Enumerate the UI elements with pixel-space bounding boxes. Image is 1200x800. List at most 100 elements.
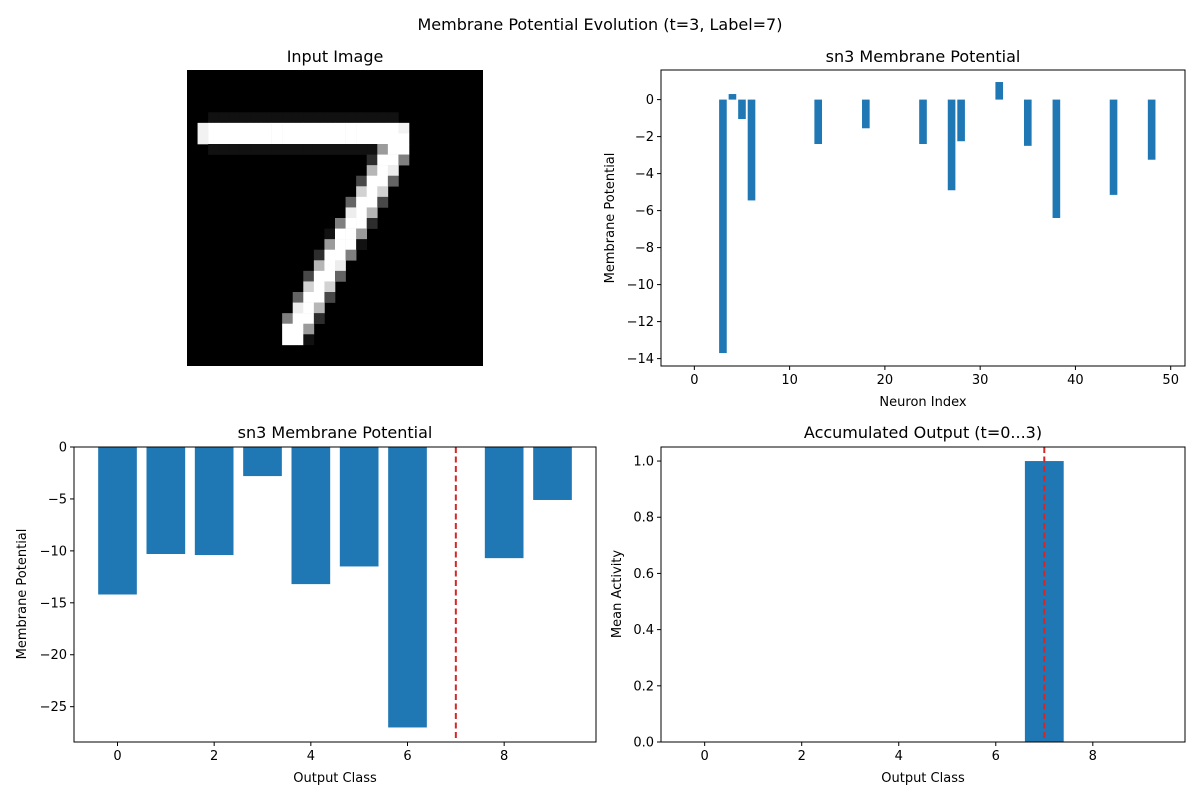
y-tick-label: 1.0 — [633, 455, 654, 470]
image-pixel — [208, 133, 220, 145]
image-pixel — [250, 133, 262, 145]
figure-suptitle: Membrane Potential Evolution (t=3, Label… — [418, 15, 783, 34]
y-tick-label: −6 — [635, 204, 654, 219]
image-pixel — [398, 133, 410, 145]
image-pixel — [377, 165, 389, 177]
y-tick-label: −14 — [627, 352, 654, 367]
image-pixel — [345, 196, 357, 208]
y-tick-label: 0.2 — [633, 679, 654, 694]
y-tick-label: 0.8 — [633, 511, 654, 526]
image-pixel — [356, 112, 368, 124]
neuron-potential-xlabel: Neuron Index — [879, 395, 966, 410]
y-tick-label: −20 — [40, 648, 67, 663]
image-pixel — [356, 207, 368, 219]
image-pixel — [387, 154, 399, 166]
x-tick-label: 8 — [500, 749, 508, 764]
neuron-potential-title: sn3 Membrane Potential — [826, 47, 1021, 66]
bar-48 — [1147, 99, 1156, 160]
image-pixel — [345, 207, 357, 219]
y-tick-label: 0.4 — [633, 623, 654, 638]
image-pixel — [345, 228, 357, 240]
image-pixel — [261, 122, 272, 134]
x-tick-label: 8 — [1089, 749, 1097, 764]
image-pixel — [313, 302, 325, 314]
input-image-title: Input Image — [287, 47, 384, 66]
image-pixel — [335, 122, 346, 134]
image-pixel — [345, 144, 357, 155]
neuron-potential-ylabel: Membrane Potential — [603, 153, 618, 284]
y-tick-label: 0.0 — [633, 736, 654, 751]
image-pixel — [398, 122, 410, 134]
axes-frame — [660, 69, 1186, 367]
image-pixel — [292, 144, 304, 155]
x-tick-label: 20 — [877, 373, 894, 388]
image-pixel — [208, 144, 220, 155]
bar-24 — [919, 99, 927, 144]
y-tick-label: −10 — [40, 544, 67, 559]
image-pixel — [313, 270, 325, 282]
image-pixel — [377, 175, 389, 187]
image-pixel — [303, 281, 315, 293]
y-tick-label: −2 — [635, 130, 654, 145]
image-pixel — [335, 112, 346, 124]
bar-13 — [814, 99, 823, 144]
image-pixel — [313, 144, 325, 155]
y-tick-label: −25 — [40, 700, 67, 715]
image-pixel — [229, 133, 241, 145]
y-tick-label: −15 — [40, 596, 67, 611]
image-pixel — [261, 112, 272, 124]
accumulated-output-title: Accumulated Output (t=0...3) — [804, 423, 1042, 442]
bar-35 — [1023, 99, 1032, 146]
image-pixel — [356, 144, 368, 155]
y-tick-label: −10 — [627, 278, 654, 293]
image-pixel — [356, 186, 368, 198]
x-tick-label: 6 — [403, 749, 411, 764]
image-pixel — [324, 133, 336, 145]
y-tick-label: 0.6 — [633, 567, 654, 582]
accumulated-output-xlabel: Output Class — [881, 771, 965, 786]
x-tick-label: 6 — [992, 749, 1000, 764]
neuron-potential-chart: sn3 Membrane Potential Neuron Index Memb… — [603, 47, 1186, 410]
image-pixel — [303, 323, 315, 335]
image-pixel — [345, 112, 357, 124]
x-tick-label: 2 — [798, 749, 806, 764]
y-tick-label: −5 — [48, 492, 67, 507]
x-tick-label: 4 — [895, 749, 903, 764]
image-pixel — [366, 218, 378, 229]
input-image-panel: Input Image — [187, 47, 483, 366]
image-pixel — [324, 228, 336, 240]
bar-5 — [738, 99, 746, 120]
bar-1 — [146, 447, 186, 554]
bar-3 — [719, 99, 727, 354]
class-potential-ylabel: Membrane Potential — [15, 529, 30, 660]
x-tick-label: 0 — [690, 373, 698, 388]
image-pixel — [356, 175, 368, 187]
image-pixel — [229, 122, 241, 134]
x-tick-label: 4 — [307, 749, 315, 764]
image-pixel — [313, 281, 325, 293]
image-pixel — [324, 122, 336, 134]
image-pixel — [335, 144, 346, 155]
x-tick-label: 40 — [1067, 373, 1084, 388]
bar-6 — [388, 447, 427, 728]
bar-4 — [291, 447, 331, 585]
image-pixel — [208, 122, 220, 134]
image-pixel — [282, 334, 294, 346]
image-pixel — [239, 112, 251, 124]
image-pixel — [377, 133, 389, 145]
image-pixel — [366, 122, 378, 134]
image-pixel — [282, 122, 294, 134]
image-pixel — [271, 112, 283, 124]
image-pixel — [366, 112, 378, 124]
accumulated-output-ylabel: Mean Activity — [610, 550, 625, 638]
image-pixel — [271, 133, 283, 145]
image-pixel — [345, 239, 357, 251]
image-pixel — [303, 292, 315, 303]
bar-44 — [1109, 99, 1118, 195]
image-pixel — [356, 239, 368, 251]
image-pixel — [356, 218, 368, 229]
image-pixel — [366, 154, 378, 166]
image-pixel — [387, 175, 399, 187]
bar-8 — [484, 447, 524, 559]
image-pixel — [387, 144, 399, 155]
